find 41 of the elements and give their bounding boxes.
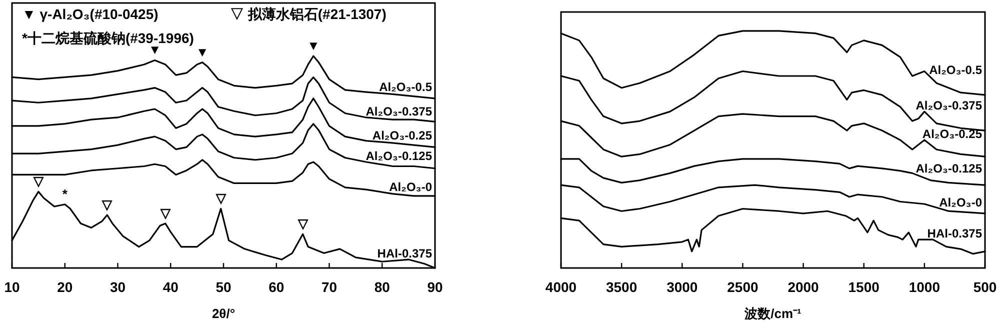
x-tick-label: 50 [216, 279, 232, 295]
annotation: ▽ [32, 174, 44, 189]
series-label: HAl-0.375 [927, 226, 982, 241]
annotation: ▽ [159, 205, 172, 220]
series-label: Al₂O₃-0.25 [922, 127, 982, 141]
series-label: Al₂O₃-0.125 [366, 148, 432, 163]
series-label: Al₂O₃-0.125 [916, 162, 982, 176]
x-tick-label: 3000 [666, 279, 698, 295]
x-axis-title: 波数/cm⁻¹ [744, 306, 802, 321]
x-tick-label: 60 [268, 279, 284, 295]
x-tick-label: 20 [57, 279, 73, 295]
x-tick-label: 40 [162, 279, 179, 295]
x-tick-label: 3500 [606, 279, 638, 295]
series-label: Al₂O₃-0.5 [929, 62, 982, 77]
annotation: * [62, 186, 68, 202]
annotation: ▽ [101, 197, 114, 212]
series-label: Al₂O₃-0.375 [366, 104, 432, 118]
x-axis-title: 2θ/° [212, 306, 236, 321]
x-tick-label: 2500 [727, 279, 758, 295]
x-tick-label: 80 [374, 279, 390, 295]
x-tick-label: 30 [110, 279, 126, 295]
annotation: ▼ [196, 44, 209, 60]
series-label: Al₂O₃-0 [389, 180, 432, 194]
series-label: Al₂O₃-0 [939, 195, 982, 210]
annotation: ▽ [296, 216, 309, 232]
series-label: Al₂O₃-0.5 [379, 80, 432, 94]
annotation: ▽ [214, 190, 227, 206]
annotation: ▼ [306, 38, 320, 53]
x-tick-label: 90 [427, 279, 443, 295]
text: ▼ γ-Al₂O₃(#10-0425) [22, 6, 158, 22]
x-tick-label: 1000 [908, 279, 940, 295]
series-label: HAl-0.375 [377, 246, 432, 261]
x-tick-label: 500 [973, 279, 997, 295]
x-tick-label: 2000 [788, 279, 820, 295]
x-tick-label: 10 [4, 279, 20, 295]
series-label: Al₂O₃-0.25 [372, 128, 432, 142]
x-tick-label: 4000 [545, 279, 577, 295]
text: ▽ 拟薄水铝石(#21-1307) [230, 6, 386, 22]
x-tick-label: 70 [321, 279, 338, 295]
series-label: Al₂O₃-0.375 [916, 98, 982, 113]
x-tick-label: 1500 [848, 279, 880, 295]
